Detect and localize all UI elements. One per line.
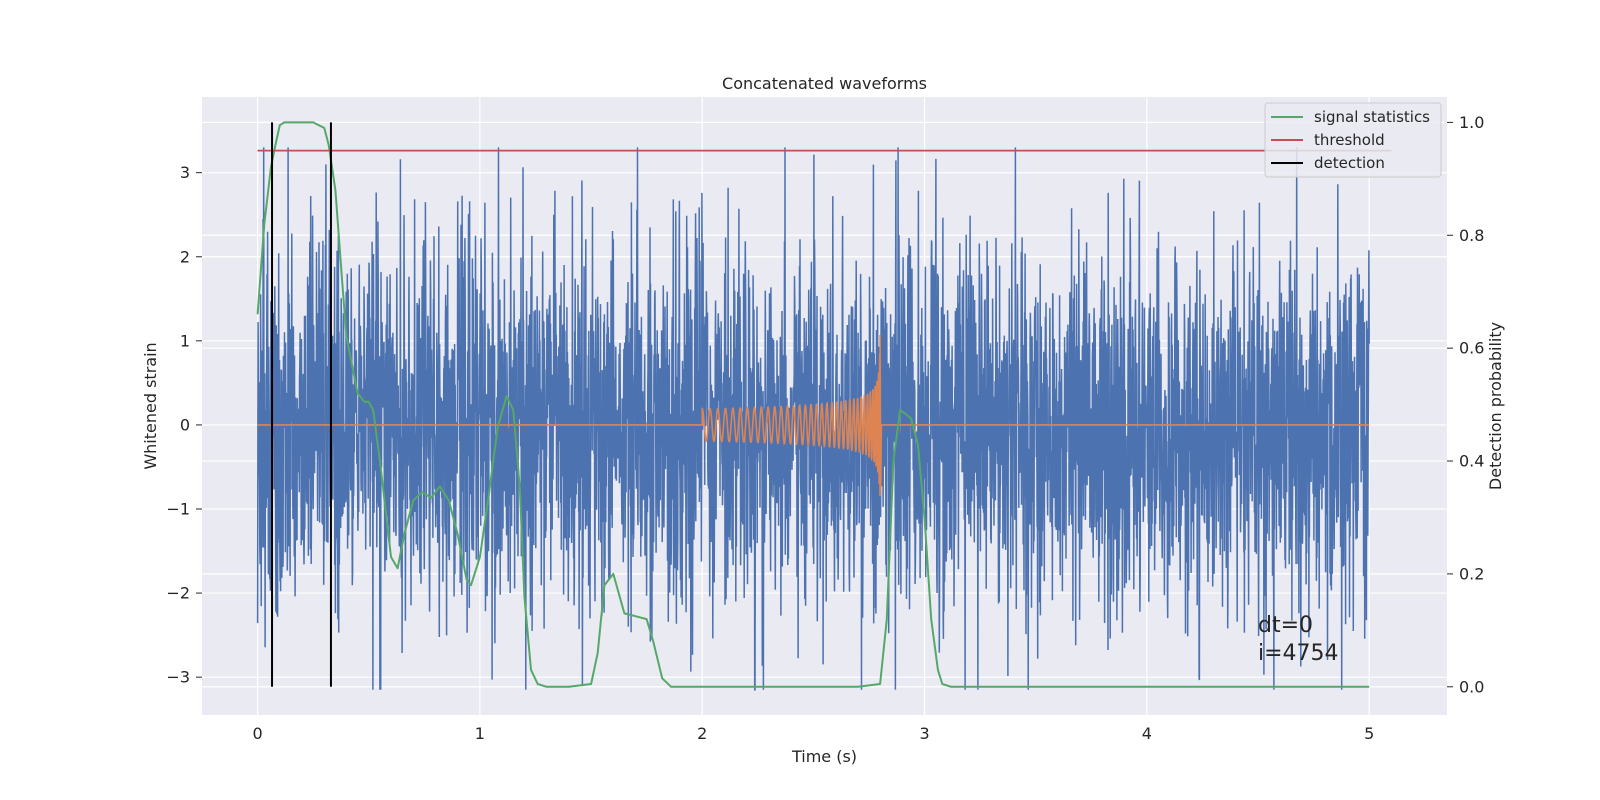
y-tick-label-0: −3 xyxy=(166,668,190,687)
annotation-index: i=4754 xyxy=(1258,641,1339,666)
y-tick-label-2: −1 xyxy=(166,500,190,519)
x-tick-label-2: 2 xyxy=(697,724,707,743)
y-tick-label-4: 1 xyxy=(180,331,190,350)
x-tick-label-5: 5 xyxy=(1364,724,1374,743)
signal-statistics-line xyxy=(256,121,1370,688)
y-axis-label: Whitened strain xyxy=(141,342,160,469)
y-tick-label-3: 0 xyxy=(180,415,190,434)
y-axis-right-label: Detection probability xyxy=(1486,322,1505,490)
x-axis-label: Time (s) xyxy=(791,747,857,766)
legend-label-signal-statistics: signal statistics xyxy=(1314,108,1430,126)
x-tick-label-0: 0 xyxy=(252,724,262,743)
annotation-dt: dt=0 xyxy=(1258,613,1313,638)
y-right-tick-label-2: 0.4 xyxy=(1459,452,1484,471)
x-tick-label-4: 4 xyxy=(1142,724,1152,743)
legend-label-detection: detection xyxy=(1314,154,1385,172)
y-tick-label-6: 3 xyxy=(180,163,190,182)
y-tick-label-5: 2 xyxy=(180,247,190,266)
legend-box xyxy=(1264,102,1442,178)
x-tick-label-3: 3 xyxy=(919,724,929,743)
legend-label-threshold: threshold xyxy=(1314,131,1385,149)
y-right-tick-label-5: 1.0 xyxy=(1459,113,1484,132)
y-right-tick-label-1: 0.2 xyxy=(1459,564,1484,583)
data-layer xyxy=(256,121,1392,691)
chart-title: Concatenated waveforms xyxy=(722,74,927,93)
x-tick-label-1: 1 xyxy=(475,724,485,743)
injected-waveform-line xyxy=(257,334,1370,497)
y-right-tick-label-3: 0.6 xyxy=(1459,339,1484,358)
y-tick-label-1: −2 xyxy=(166,584,190,603)
axes: 0 1 2 3 4 5 −3 −2 −1 0 1 2 3 0.0 0.2 0.4 0.6 0.8 1.0 xyxy=(166,113,1484,743)
y-right-tick-label-4: 0.8 xyxy=(1459,226,1484,245)
y-right-tick-label-0: 0.0 xyxy=(1459,677,1484,696)
legend: signal statistics threshold detection xyxy=(1264,102,1442,178)
